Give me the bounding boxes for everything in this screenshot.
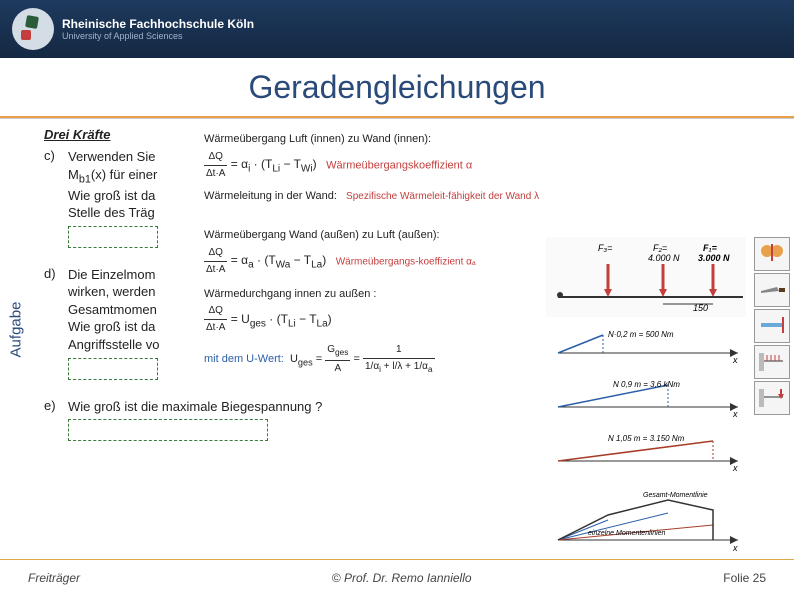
- logo-badge: [12, 8, 54, 50]
- institution-subtitle: University of Applied Sciences: [62, 31, 254, 41]
- svg-text:N 0,9 m = 3,6 kNm: N 0,9 m = 3,6 kNm: [613, 380, 680, 389]
- svg-text:F₂=: F₂=: [653, 243, 667, 253]
- formula-overlay: Wärmeübergang Luft (innen) zu Wand (inne…: [204, 131, 584, 383]
- footer-left: Freiträger: [28, 571, 80, 585]
- svg-text:N·0,2 m = 500 Nm: N·0,2 m = 500 Nm: [608, 330, 674, 339]
- footer-center: © Prof. Dr. Remo Ianniello: [332, 571, 472, 585]
- moment-diag-sum: x Gesamt-Momentlinie einzelne Momentenli…: [546, 483, 746, 553]
- svg-text:Gesamt-Momentlinie: Gesamt-Momentlinie: [643, 492, 708, 499]
- svg-text:einzelne Momentenlinien: einzelne Momentenlinien: [588, 530, 666, 537]
- beam-icon-2: [754, 345, 790, 379]
- answer-box-c: [68, 226, 158, 248]
- svg-text:N 1,05 m = 3.150 Nm: N 1,05 m = 3.150 Nm: [608, 434, 685, 443]
- content: Aufgabe Drei Kräfte c) Verwenden Sie Mb1…: [0, 119, 794, 539]
- svg-text:x: x: [732, 543, 738, 553]
- answer-box-e: [68, 419, 268, 441]
- svg-text:x: x: [732, 355, 738, 363]
- balls-icon: [754, 237, 790, 271]
- svg-text:4.000 N: 4.000 N: [648, 253, 680, 263]
- institution-name: Rheinische Fachhochschule Köln: [62, 17, 254, 31]
- beam-icon-1: [754, 309, 790, 343]
- svg-text:3.000 N: 3.000 N: [698, 253, 730, 263]
- header-bar: Rheinische Fachhochschule Köln Universit…: [0, 0, 794, 58]
- moment-diag-3: x N 1,05 m = 3.150 Nm: [546, 429, 746, 479]
- page-title: Geradengleichungen: [248, 69, 545, 106]
- title-area: Geradengleichungen: [0, 58, 794, 118]
- svg-text:F₃=: F₃=: [598, 243, 612, 253]
- diagram-area: F₃= F₂= 4.000 N F₁= 3.000 N 150 x N·0,2 m…: [546, 237, 746, 557]
- sidebar-label: Aufgabe: [8, 301, 25, 357]
- svg-text:F₁=: F₁=: [703, 243, 718, 253]
- svg-text:x: x: [732, 463, 738, 471]
- knife-icon: [754, 273, 790, 307]
- footer-right: Folie 25: [723, 571, 766, 585]
- sidebar: Aufgabe: [0, 119, 32, 539]
- right-icon-stack: [754, 237, 790, 415]
- force-diagram: F₃= F₂= 4.000 N F₁= 3.000 N 150: [546, 237, 746, 317]
- logo: Rheinische Fachhochschule Köln Universit…: [12, 8, 254, 50]
- beam-icon-3: [754, 381, 790, 415]
- moment-diag-1: x N·0,2 m = 500 Nm: [546, 321, 746, 371]
- answer-box-d: [68, 358, 158, 380]
- footer: Freiträger © Prof. Dr. Remo Ianniello Fo…: [0, 559, 794, 595]
- svg-text:x: x: [732, 409, 738, 417]
- moment-diag-2: x N 0,9 m = 3,6 kNm: [546, 375, 746, 425]
